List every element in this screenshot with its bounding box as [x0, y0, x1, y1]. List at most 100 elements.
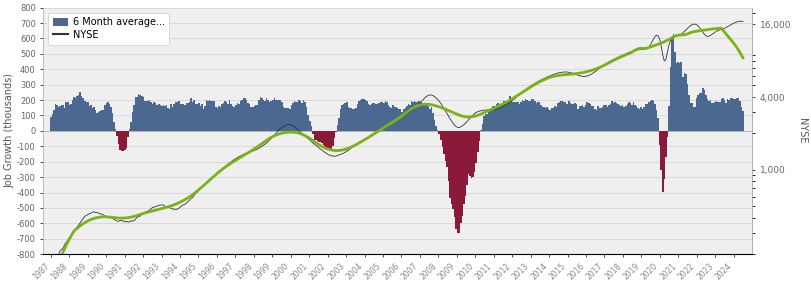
Bar [127, 131, 129, 137]
Bar [369, 105, 371, 131]
Bar [73, 97, 75, 131]
Bar [679, 63, 680, 131]
Bar [593, 106, 594, 131]
Bar [379, 103, 380, 131]
Bar [732, 98, 733, 131]
Bar [277, 100, 278, 131]
Bar [631, 105, 633, 131]
Bar [673, 34, 674, 131]
Bar [602, 107, 603, 131]
Bar [160, 105, 161, 131]
Bar [240, 101, 241, 131]
Bar [607, 107, 608, 131]
Bar [537, 102, 539, 131]
Bar [477, 131, 478, 152]
Bar [456, 131, 457, 229]
Bar [500, 106, 502, 131]
Bar [306, 108, 307, 131]
Bar [294, 101, 295, 131]
Bar [517, 102, 519, 131]
Bar [677, 62, 679, 131]
Bar [144, 101, 146, 131]
Bar [126, 131, 127, 148]
Bar [323, 131, 324, 144]
Bar [506, 103, 508, 131]
Bar [735, 99, 736, 131]
Bar [590, 104, 591, 131]
Bar [289, 109, 290, 131]
Bar [384, 101, 386, 131]
Bar [463, 131, 465, 204]
Bar [637, 108, 639, 131]
Bar [153, 102, 155, 131]
Bar [116, 131, 118, 136]
Bar [286, 108, 287, 131]
Bar [110, 107, 112, 131]
Bar [708, 101, 710, 131]
Bar [230, 104, 232, 131]
Bar [64, 108, 66, 131]
Bar [733, 99, 735, 131]
Bar [408, 104, 410, 131]
Bar [256, 105, 258, 131]
Bar [656, 110, 658, 131]
Bar [300, 102, 302, 131]
Bar [568, 101, 569, 131]
Bar [191, 98, 192, 131]
Bar [443, 131, 444, 154]
Bar [107, 102, 109, 131]
Bar [509, 96, 511, 131]
Bar [225, 102, 227, 131]
Bar [394, 107, 395, 131]
Bar [175, 102, 177, 131]
Bar [278, 100, 280, 131]
Bar [573, 104, 574, 131]
Bar [437, 130, 439, 131]
Bar [81, 96, 83, 131]
Bar [497, 104, 499, 131]
Bar [87, 102, 88, 131]
Bar [169, 109, 170, 131]
Bar [285, 108, 286, 131]
Bar [651, 100, 653, 131]
Bar [451, 131, 453, 204]
Bar [234, 107, 235, 131]
Bar [610, 104, 611, 131]
Bar [150, 102, 152, 131]
Bar [251, 107, 252, 131]
Bar [200, 106, 201, 131]
Bar [540, 105, 542, 131]
Bar [393, 105, 394, 131]
Bar [643, 107, 645, 131]
Bar [670, 67, 672, 131]
Bar [397, 108, 398, 131]
Bar [739, 101, 740, 131]
Bar [702, 88, 704, 131]
Bar [639, 109, 641, 131]
Bar [252, 107, 254, 131]
Bar [624, 107, 625, 131]
Bar [337, 125, 338, 131]
Bar [454, 131, 456, 217]
Bar [492, 106, 494, 131]
Bar [118, 131, 119, 144]
Bar [619, 105, 620, 131]
Bar [710, 100, 711, 131]
Bar [71, 100, 73, 131]
Bar [307, 115, 309, 131]
Bar [633, 102, 634, 131]
Bar [417, 102, 418, 131]
Bar [737, 98, 739, 131]
Bar [627, 104, 628, 131]
Bar [608, 106, 610, 131]
Bar [104, 105, 105, 131]
Bar [523, 101, 525, 131]
Bar [97, 114, 98, 131]
Bar [423, 103, 425, 131]
Bar [727, 99, 728, 131]
Bar [198, 104, 200, 131]
Bar [260, 97, 261, 131]
Bar [620, 106, 622, 131]
Bar [722, 98, 723, 131]
Bar [380, 102, 381, 131]
